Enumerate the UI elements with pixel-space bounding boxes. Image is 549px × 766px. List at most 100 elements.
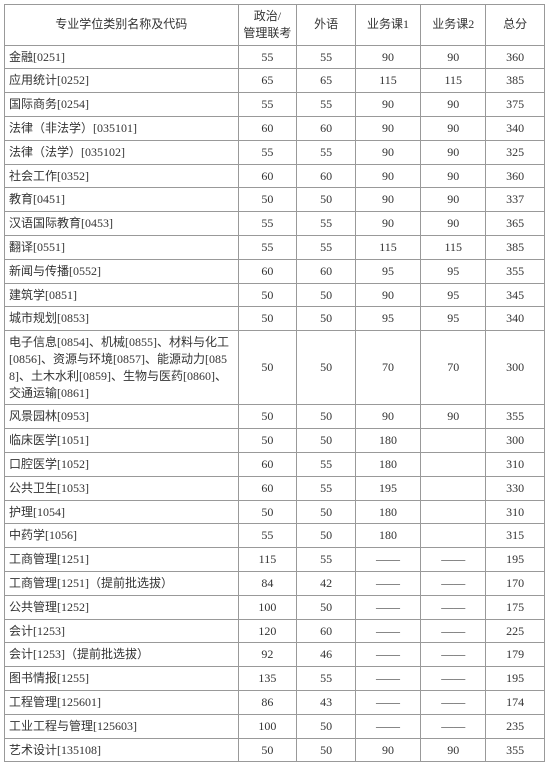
cell-name: 风景园林[0953] xyxy=(5,405,239,429)
cell-c5: 325 xyxy=(486,140,545,164)
cell-c1: 100 xyxy=(238,595,297,619)
cell-c3: 90 xyxy=(355,738,420,762)
cell-c2: 50 xyxy=(297,524,356,548)
cell-c5: 310 xyxy=(486,452,545,476)
cell-c1: 50 xyxy=(238,500,297,524)
cell-c1: 100 xyxy=(238,714,297,738)
table-row: 风景园林[0953]50509090355 xyxy=(5,405,545,429)
cell-c4: 70 xyxy=(421,331,486,405)
cell-c4: —— xyxy=(421,643,486,667)
cell-c5: 175 xyxy=(486,595,545,619)
cell-name: 工程管理[125601] xyxy=(5,690,239,714)
cell-c1: 55 xyxy=(238,524,297,548)
table-row: 护理[1054]5050180310 xyxy=(5,500,545,524)
cell-c4 xyxy=(421,429,486,453)
cell-c5: 385 xyxy=(486,69,545,93)
cell-c4: 90 xyxy=(421,405,486,429)
cell-name: 金融[0251] xyxy=(5,45,239,69)
cell-c5: 360 xyxy=(486,45,545,69)
cell-c2: 50 xyxy=(297,738,356,762)
cell-c2: 60 xyxy=(297,116,356,140)
cell-c2: 50 xyxy=(297,714,356,738)
cell-c4: —— xyxy=(421,571,486,595)
table-row: 应用统计[0252]6565115115385 xyxy=(5,69,545,93)
cell-c2: 50 xyxy=(297,429,356,453)
cell-name: 翻译[0551] xyxy=(5,235,239,259)
cell-c3: 90 xyxy=(355,164,420,188)
cell-c5: 174 xyxy=(486,690,545,714)
cell-c3: —— xyxy=(355,690,420,714)
cell-c2: 55 xyxy=(297,140,356,164)
cell-name: 应用统计[0252] xyxy=(5,69,239,93)
cell-c1: 50 xyxy=(238,738,297,762)
cell-c4: —— xyxy=(421,595,486,619)
cell-c5: 355 xyxy=(486,738,545,762)
cell-c3: 115 xyxy=(355,235,420,259)
cell-c4: 90 xyxy=(421,93,486,117)
cell-c4: 95 xyxy=(421,283,486,307)
cell-name: 电子信息[0854]、机械[0855]、材料与化工[0856]、资源与环境[08… xyxy=(5,331,239,405)
cell-c4: 90 xyxy=(421,164,486,188)
cell-c3: 180 xyxy=(355,500,420,524)
cell-c2: 55 xyxy=(297,452,356,476)
cell-name: 公共管理[1252] xyxy=(5,595,239,619)
table-body: 金融[0251]55559090360应用统计[0252]65651151153… xyxy=(5,45,545,762)
cell-name: 艺术设计[135108] xyxy=(5,738,239,762)
table-row: 会计[1253]12060————225 xyxy=(5,619,545,643)
cell-c4: —— xyxy=(421,619,486,643)
header-row: 专业学位类别名称及代码 政治/ 管理联考 外语 业务课1 业务课2 总分 xyxy=(5,5,545,46)
cell-c3: 90 xyxy=(355,93,420,117)
cell-c3: 180 xyxy=(355,452,420,476)
cell-c1: 50 xyxy=(238,188,297,212)
cell-c4: 90 xyxy=(421,140,486,164)
cell-c4: 90 xyxy=(421,116,486,140)
cell-c2: 50 xyxy=(297,595,356,619)
cell-c4: 90 xyxy=(421,188,486,212)
cell-c5: 170 xyxy=(486,571,545,595)
cell-c5: 337 xyxy=(486,188,545,212)
cell-c5: 315 xyxy=(486,524,545,548)
cell-c2: 50 xyxy=(297,283,356,307)
cell-c3: —— xyxy=(355,667,420,691)
table-row: 临床医学[1051]5050180300 xyxy=(5,429,545,453)
table-row: 口腔医学[1052]6055180 310 xyxy=(5,452,545,476)
table-row: 工程管理[125601]8643————174 xyxy=(5,690,545,714)
table-row: 新闻与传播[0552]60609595355 xyxy=(5,259,545,283)
cell-c1: 50 xyxy=(238,405,297,429)
cell-name: 法律（非法学）[035101] xyxy=(5,116,239,140)
cell-c1: 55 xyxy=(238,45,297,69)
cell-c2: 55 xyxy=(297,45,356,69)
cell-c5: 330 xyxy=(486,476,545,500)
cell-c4: 90 xyxy=(421,212,486,236)
cell-c3: 180 xyxy=(355,429,420,453)
cell-c4: 95 xyxy=(421,259,486,283)
cell-c3: —— xyxy=(355,643,420,667)
cell-c5: 345 xyxy=(486,283,545,307)
table-row: 城市规划[0853]50509595340 xyxy=(5,307,545,331)
cell-c3: 195 xyxy=(355,476,420,500)
cell-c3: 90 xyxy=(355,116,420,140)
cell-c3: 90 xyxy=(355,212,420,236)
cell-c1: 60 xyxy=(238,452,297,476)
cell-c1: 50 xyxy=(238,331,297,405)
table-row: 公共管理[1252]10050————175 xyxy=(5,595,545,619)
table-row: 会计[1253]（提前批选拔）9246————179 xyxy=(5,643,545,667)
cell-c3: —— xyxy=(355,619,420,643)
cell-name: 口腔医学[1052] xyxy=(5,452,239,476)
cell-name: 汉语国际教育[0453] xyxy=(5,212,239,236)
cell-c4 xyxy=(421,476,486,500)
cell-c2: 50 xyxy=(297,331,356,405)
cell-c2: 60 xyxy=(297,259,356,283)
table-row: 艺术设计[135108]50509090355 xyxy=(5,738,545,762)
cell-c5: 340 xyxy=(486,307,545,331)
cell-c1: 55 xyxy=(238,140,297,164)
table-row: 建筑学[0851]50509095345 xyxy=(5,283,545,307)
table-row: 社会工作[0352]60609090360 xyxy=(5,164,545,188)
table-row: 法律（法学）[035102]55559090325 xyxy=(5,140,545,164)
cell-c2: 55 xyxy=(297,235,356,259)
cell-c5: 360 xyxy=(486,164,545,188)
cell-c1: 84 xyxy=(238,571,297,595)
cell-c3: 180 xyxy=(355,524,420,548)
cell-name: 工商管理[1251]（提前批选拔） xyxy=(5,571,239,595)
score-table: 专业学位类别名称及代码 政治/ 管理联考 外语 业务课1 业务课2 总分 金融[… xyxy=(4,4,545,762)
